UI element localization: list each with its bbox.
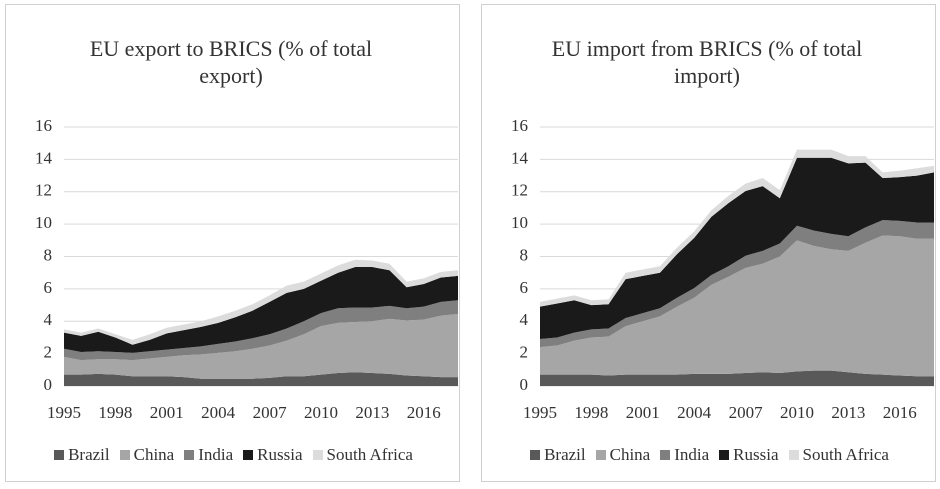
x-tick-label: 2016 xyxy=(407,403,441,422)
legend-label: Russia xyxy=(257,445,303,464)
legend: Brazil China India Russia South Africa xyxy=(482,445,937,465)
y-tick-label: 0 xyxy=(520,375,529,394)
legend-swatch xyxy=(719,450,730,460)
legend-item: China xyxy=(595,445,651,465)
legend-item: India xyxy=(660,445,709,465)
chart-title: EU export to BRICS (% of total export) xyxy=(89,36,373,88)
legend-label: China xyxy=(609,445,651,464)
legend-swatch xyxy=(54,450,65,460)
legend-label: Brazil xyxy=(68,445,110,464)
legend-swatch xyxy=(530,450,541,460)
x-tick-label: 2013 xyxy=(355,403,389,422)
x-tick-label: 2016 xyxy=(883,403,917,422)
legend-label: India xyxy=(674,445,710,464)
legend-label: India xyxy=(198,445,234,464)
legend-item: South Africa xyxy=(312,445,413,465)
x-tick-label: 1995 xyxy=(523,403,557,422)
area xyxy=(64,300,458,361)
x-tick-label: 2010 xyxy=(304,403,338,422)
y-tick-label: 8 xyxy=(520,245,529,264)
area xyxy=(64,313,458,379)
chart: 0 2 4 6 8 10 12 14 16 1995 1998 2001 2004 2007 2010 201… xyxy=(511,116,934,422)
y-tick-label: 2 xyxy=(44,343,53,362)
legend-label: China xyxy=(133,445,175,464)
legend-swatch xyxy=(119,450,130,460)
x-tick-label: 2007 xyxy=(729,403,764,422)
legend-item: Brazil xyxy=(530,445,586,465)
y-tick-label: 16 xyxy=(35,116,52,135)
legend-label: Brazil xyxy=(544,445,586,464)
y-tick-label: 10 xyxy=(511,213,528,232)
legend-label: South Africa xyxy=(802,445,889,464)
y-tick-label: 4 xyxy=(44,310,53,329)
legend-label: South Africa xyxy=(326,445,413,464)
legend-item: India xyxy=(184,445,233,465)
y-tick-label: 6 xyxy=(44,278,53,297)
legend-swatch xyxy=(788,450,799,460)
x-tick-label: 1998 xyxy=(98,403,132,422)
y-tick-label: 6 xyxy=(520,278,529,297)
y-tick-label: 12 xyxy=(35,181,52,200)
area xyxy=(540,220,934,348)
legend-item: China xyxy=(119,445,175,465)
legend-item: South Africa xyxy=(788,445,889,465)
legend-swatch xyxy=(660,450,671,460)
x-tick-label: 1995 xyxy=(47,403,81,422)
legend-item: Russia xyxy=(243,445,303,465)
chart-title: EU import from BRICS (% of total import) xyxy=(551,36,863,88)
legend-swatch xyxy=(312,450,323,460)
x-tick-label: 2013 xyxy=(831,403,865,422)
area xyxy=(540,370,934,386)
area xyxy=(64,259,458,345)
y-tick-label: 12 xyxy=(511,181,528,200)
x-tick-label: 2001 xyxy=(150,403,184,422)
y-tick-label: 16 xyxy=(511,116,528,135)
chart: 0 2 4 6 8 10 12 14 16 1995 1998 2001 2004 2007 2010 201… xyxy=(35,116,458,422)
y-tick-label: 4 xyxy=(520,310,529,329)
x-tick-label: 2007 xyxy=(253,403,288,422)
legend-swatch xyxy=(595,450,606,460)
y-tick-label: 14 xyxy=(511,148,529,167)
chart-panel: EU import from BRICS (% of total import)… xyxy=(481,4,936,482)
y-tick-label: 8 xyxy=(44,245,53,264)
x-tick-label: 2004 xyxy=(201,403,236,422)
area xyxy=(540,157,934,340)
x-tick-label: 1998 xyxy=(574,403,608,422)
legend-swatch xyxy=(184,450,195,460)
area xyxy=(64,372,458,386)
x-tick-label: 2010 xyxy=(780,403,814,422)
area xyxy=(540,235,934,377)
y-tick-label: 14 xyxy=(35,148,53,167)
legend: Brazil China India Russia South Africa xyxy=(6,445,461,465)
x-tick-label: 2001 xyxy=(626,403,660,422)
legend-item: Russia xyxy=(719,445,779,465)
chart-panel: EU export to BRICS (% of total export) 0 2… xyxy=(5,4,460,482)
y-tick-label: 10 xyxy=(35,213,52,232)
legend-swatch xyxy=(243,450,254,460)
y-tick-label: 0 xyxy=(44,375,53,394)
x-tick-label: 2004 xyxy=(677,403,712,422)
legend-label: Russia xyxy=(733,445,779,464)
area xyxy=(64,267,458,353)
y-tick-label: 2 xyxy=(520,343,529,362)
legend-item: Brazil xyxy=(54,445,110,465)
